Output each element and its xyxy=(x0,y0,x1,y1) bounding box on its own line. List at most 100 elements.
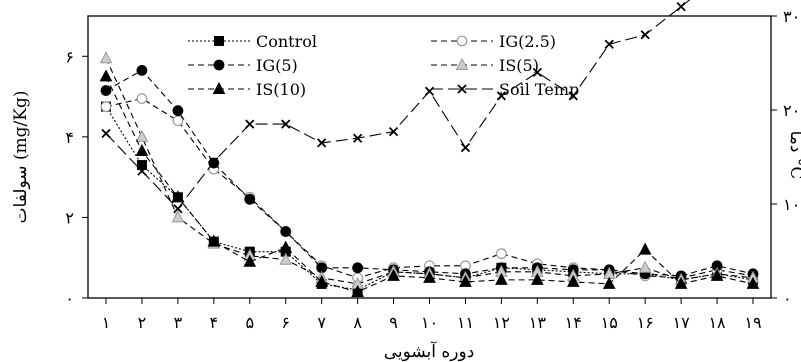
legend-marker xyxy=(456,35,468,47)
legend-label: Control xyxy=(256,32,317,51)
x-tick-label: ۱۸ xyxy=(708,313,726,332)
data-point-ig-5 xyxy=(352,262,364,274)
series-ig-5 xyxy=(100,64,759,282)
x-tick-label: ۴ xyxy=(210,313,219,332)
data-point-is-10 xyxy=(387,268,400,281)
legend-item-ig-2-5: IG(2.5) xyxy=(431,32,556,51)
data-point-soil-temp xyxy=(317,138,327,148)
data-point-is-10 xyxy=(459,274,472,287)
series-ig-2-5 xyxy=(100,93,759,284)
x-tick-label: ۶ xyxy=(281,313,290,332)
data-point-soil-temp xyxy=(101,128,111,139)
legend-marker xyxy=(212,81,226,94)
data-point-is-10 xyxy=(99,69,113,82)
data-point-is-5 xyxy=(279,252,293,265)
legend-label: IG(5) xyxy=(256,56,298,75)
x-tick-label: ۲ xyxy=(138,313,147,332)
data-point-is-10 xyxy=(243,254,257,267)
data-point-is-10 xyxy=(351,284,364,297)
data-point-is-10 xyxy=(495,272,508,285)
data-point-soil-temp xyxy=(245,119,255,129)
data-point-is-10 xyxy=(602,276,616,289)
x-tick-label: ۵ xyxy=(245,313,254,332)
x-tick-label: ۸ xyxy=(353,313,362,332)
data-point-is-5 xyxy=(171,210,185,223)
data-point-is-10 xyxy=(135,143,149,156)
legend-label: IG(2.5) xyxy=(499,32,556,51)
data-point-soil-temp xyxy=(568,91,578,101)
legend-marker xyxy=(214,36,224,46)
legend-label: IS(5) xyxy=(499,56,539,75)
data-point-control xyxy=(136,160,147,171)
x-tick-label: ۱۱ xyxy=(457,313,474,332)
y-right-tick-label: ۲۰ xyxy=(783,101,800,120)
data-point-ig-2-5 xyxy=(100,101,112,113)
data-point-soil-temp xyxy=(496,91,507,101)
data-point-soil-temp xyxy=(604,39,614,49)
legend-item-control: Control xyxy=(188,32,317,51)
data-point-ig-2-5 xyxy=(136,93,148,104)
legend-marker xyxy=(213,59,225,71)
x-tick-label: ۱۳ xyxy=(529,313,547,332)
x-tick-label: ۱۷ xyxy=(673,313,691,332)
series-line-soil-temp xyxy=(105,0,691,210)
data-point-soil-temp xyxy=(209,157,219,167)
legend-item-soil-temp: Soil Temp xyxy=(431,80,579,99)
data-point-soil-temp xyxy=(640,30,650,40)
data-point-is-5 xyxy=(99,51,113,64)
legend-marker xyxy=(457,84,467,94)
series-is-5 xyxy=(99,51,760,289)
legend: Control IG(2.5) IG(5) IS(5) IS(10) Soil Temp xyxy=(188,32,579,99)
data-point-is-10 xyxy=(566,274,580,287)
data-point-ig-2-5 xyxy=(172,115,184,127)
data-point-is-10 xyxy=(207,234,221,247)
x-tick-label: ۱۹ xyxy=(744,313,761,332)
legend-item-ig-5: IG(5) xyxy=(188,56,298,75)
data-point-soil-temp xyxy=(676,1,686,12)
data-point-is-10 xyxy=(746,276,760,289)
x-tick-label: ۷ xyxy=(317,313,326,332)
legend-item-is-10: IS(10) xyxy=(188,80,306,99)
series-lines xyxy=(99,0,760,297)
y-right-tick-label: ۰ xyxy=(783,289,792,308)
y-axis-title-right: دما °C xyxy=(786,131,801,180)
series-line-ig-5 xyxy=(105,69,754,277)
legend-marker xyxy=(455,57,469,70)
data-point-is-10 xyxy=(171,190,185,203)
x-tick-label: ۱۰ xyxy=(421,313,438,332)
data-point-ig-5 xyxy=(244,193,256,205)
data-point-soil-temp xyxy=(532,67,542,78)
data-point-soil-temp xyxy=(173,204,183,214)
data-point-soil-temp xyxy=(137,166,147,176)
y-left-tick-label: ۲ xyxy=(65,208,74,227)
data-point-is-10 xyxy=(423,270,436,283)
data-point-soil-temp xyxy=(281,119,291,129)
plot-area xyxy=(87,15,772,299)
legend-label: IS(10) xyxy=(256,80,306,99)
x-tick-label: ۱ xyxy=(102,313,111,332)
y-right-tick-label: ۳۰ xyxy=(783,7,800,26)
data-point-soil-temp xyxy=(352,133,363,143)
data-point-is-5 xyxy=(638,260,652,273)
x-tick-label: ۱۲ xyxy=(493,313,510,332)
data-point-soil-temp xyxy=(424,86,435,96)
data-point-ig-5 xyxy=(280,226,292,237)
data-point-ig-5 xyxy=(136,64,148,76)
data-point-ig-2-5 xyxy=(495,248,507,260)
data-point-is-10 xyxy=(531,272,544,285)
data-point-ig-5 xyxy=(172,105,184,117)
y-left-tick-label: ۴ xyxy=(65,128,74,147)
data-point-is-10 xyxy=(315,274,328,287)
series-is-10 xyxy=(99,69,760,297)
data-point-ig-5 xyxy=(100,85,112,96)
legend-item-is-5: IS(5) xyxy=(431,56,539,75)
series-line-is-10 xyxy=(105,76,754,293)
data-point-is-5 xyxy=(135,129,149,142)
y-left-tick-label: ۶ xyxy=(65,47,74,66)
y-axis-title-left: سولفات (mg/Kg) xyxy=(11,91,31,224)
x-axis-title: دوره آبشویی xyxy=(384,340,475,362)
data-point-is-10 xyxy=(674,276,688,289)
data-point-is-10 xyxy=(638,242,652,255)
